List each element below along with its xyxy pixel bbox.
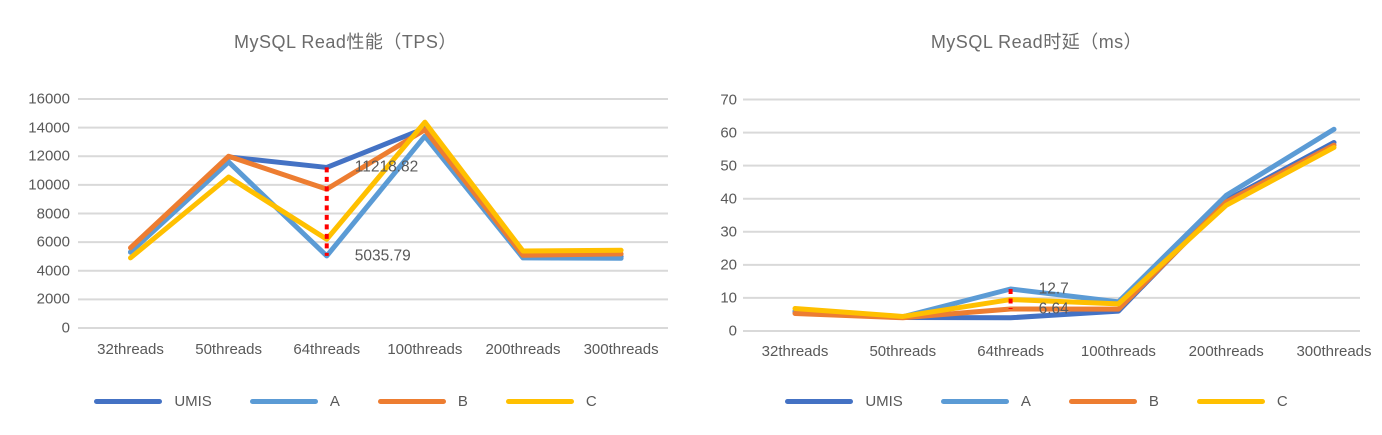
y-tick-label: 70 bbox=[720, 91, 737, 108]
legend-label-umis: UMIS bbox=[865, 393, 903, 410]
legend-label-c: C bbox=[585, 393, 597, 410]
annotation-label: 5035.79 bbox=[354, 247, 411, 265]
legend-label-umis: UMIS bbox=[174, 393, 212, 410]
legend-item-c: C bbox=[1196, 393, 1288, 410]
legend-item-a: A bbox=[940, 393, 1031, 410]
y-tick-label: 0 bbox=[61, 319, 70, 337]
y-tick-label: 0 bbox=[728, 322, 737, 340]
latency-legend: UMIS A B C bbox=[691, 393, 1382, 410]
legend-swatch-umis bbox=[94, 399, 163, 404]
annotation-label: 11218.82 bbox=[354, 158, 419, 176]
x-category-label: 100threads bbox=[387, 341, 463, 358]
legend-item-c: C bbox=[505, 393, 597, 410]
legend-swatch-umis bbox=[785, 399, 854, 404]
annotation-label: 12.7 bbox=[1038, 280, 1069, 298]
y-tick-label: 60 bbox=[720, 124, 737, 142]
legend-swatch-a bbox=[940, 399, 1009, 404]
legend-swatch-b bbox=[1068, 399, 1137, 404]
y-tick-label: 10 bbox=[720, 289, 737, 307]
series-line-c bbox=[792, 144, 1337, 319]
x-category-label: 32threads bbox=[97, 341, 164, 358]
y-tick-label: 40 bbox=[720, 190, 737, 208]
x-category-label: 64threads bbox=[293, 341, 361, 358]
y-tick-label: 14000 bbox=[28, 119, 70, 137]
x-category-label: 300threads bbox=[1296, 343, 1372, 360]
annotation-label: 6.64 bbox=[1038, 300, 1069, 318]
legend-item-umis: UMIS bbox=[785, 393, 903, 410]
y-tick-label: 6000 bbox=[36, 233, 70, 251]
legend-label-c: C bbox=[1276, 393, 1288, 410]
tps-legend: UMIS A B C bbox=[0, 393, 691, 410]
x-category-label: 300threads bbox=[583, 341, 659, 358]
y-tick-label: 2000 bbox=[36, 290, 70, 308]
x-category-label: 50threads bbox=[195, 341, 262, 358]
legend-swatch-c bbox=[1196, 399, 1265, 404]
legend-label-a: A bbox=[329, 393, 340, 410]
legend-swatch-a bbox=[249, 399, 318, 404]
y-tick-label: 4000 bbox=[36, 262, 70, 280]
y-tick-label: 10000 bbox=[28, 176, 70, 194]
x-category-label: 50threads bbox=[869, 343, 937, 360]
latency-plot-area bbox=[743, 98, 1360, 332]
series-line-a bbox=[128, 133, 624, 261]
x-category-label: 32threads bbox=[761, 343, 829, 360]
legend-item-b: B bbox=[1068, 393, 1159, 410]
y-tick-label: 16000 bbox=[28, 90, 70, 108]
legend-item-a: A bbox=[249, 393, 340, 410]
x-category-label: 200threads bbox=[1188, 343, 1264, 360]
y-tick-label: 8000 bbox=[36, 205, 70, 222]
tps-plot-area bbox=[78, 98, 668, 329]
series-line-c bbox=[128, 119, 624, 261]
legend-swatch-c bbox=[505, 399, 574, 404]
legend-item-b: B bbox=[377, 393, 468, 410]
y-tick-label: 12000 bbox=[28, 147, 70, 165]
legend-swatch-b bbox=[377, 399, 446, 404]
x-category-label: 200threads bbox=[485, 341, 561, 358]
legend-label-b: B bbox=[457, 393, 468, 410]
tps-chart: MySQL Read性能（TPS） 0 2000 4000 6000 8000 10000… bbox=[0, 32, 691, 410]
legend-item-umis: UMIS bbox=[94, 393, 212, 410]
legend-label-a: A bbox=[1020, 393, 1031, 410]
x-category-label: 64threads bbox=[977, 343, 1044, 360]
y-tick-label: 50 bbox=[720, 157, 737, 175]
latency-chart: MySQL Read时延（ms） 0 10 20 30 40 50 60 70 32threa… bbox=[691, 0, 1382, 435]
series-line-b bbox=[128, 127, 624, 258]
tps-chart-title: MySQL Read性能（TPS） bbox=[234, 32, 457, 52]
legend-label-b: B bbox=[1148, 393, 1159, 410]
y-tick-label: 20 bbox=[720, 256, 737, 274]
x-category-label: 100threads bbox=[1080, 343, 1156, 360]
y-tick-label: 30 bbox=[720, 223, 737, 241]
latency-chart-title: MySQL Read时延（ms） bbox=[930, 32, 1143, 52]
